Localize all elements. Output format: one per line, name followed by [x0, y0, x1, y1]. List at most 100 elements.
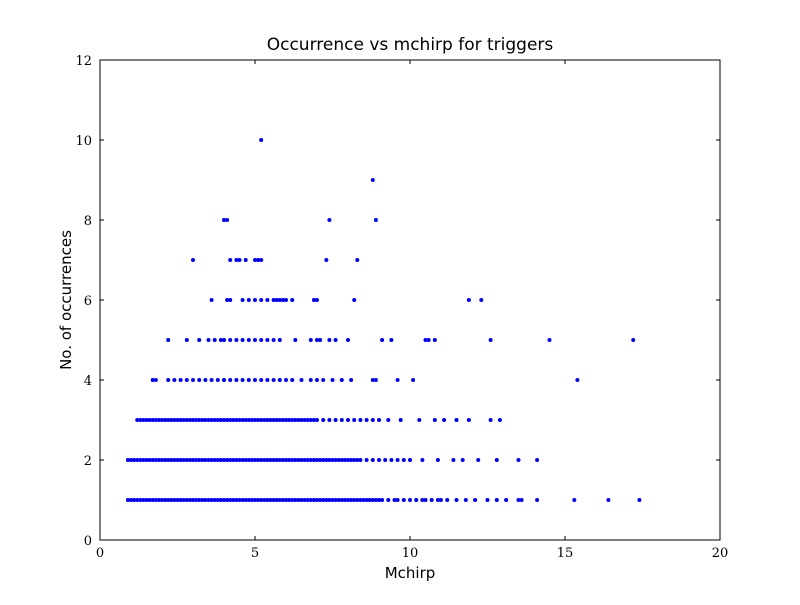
- data-point: [302, 458, 307, 462]
- data-point: [349, 498, 354, 502]
- data-point: [166, 458, 171, 462]
- data-point: [184, 458, 189, 462]
- data-point: [215, 498, 220, 502]
- data-point: [256, 418, 261, 422]
- data-point: [339, 458, 344, 462]
- data-point: [231, 458, 236, 462]
- data-point: [352, 458, 357, 462]
- x-tick-label: 20: [712, 546, 729, 561]
- data-point: [138, 498, 143, 502]
- data-point: [336, 498, 341, 502]
- data-point: [308, 378, 313, 382]
- data-point: [284, 298, 288, 302]
- data-point: [277, 498, 282, 502]
- data-point: [206, 498, 211, 502]
- data-point: [476, 458, 481, 462]
- data-point: [373, 218, 378, 222]
- data-point: [299, 378, 304, 382]
- data-point: [417, 418, 422, 422]
- data-point: [401, 458, 406, 462]
- data-point: [246, 378, 251, 382]
- data-point: [153, 458, 158, 462]
- data-point: [324, 258, 329, 262]
- data-point: [274, 458, 279, 462]
- data-point: [209, 378, 214, 382]
- data-point: [395, 498, 400, 502]
- data-point: [429, 498, 434, 502]
- data-point: [147, 458, 152, 462]
- data-point: [156, 458, 161, 462]
- data-point: [318, 458, 323, 462]
- data-point: [225, 458, 230, 462]
- data-point: [327, 218, 332, 222]
- data-point: [327, 498, 332, 502]
- y-axis-label: No. of occurrences: [57, 230, 75, 370]
- data-point: [178, 418, 183, 422]
- x-tick-label: 10: [402, 546, 419, 561]
- data-point: [197, 338, 202, 342]
- data-point: [364, 418, 369, 422]
- data-point: [333, 498, 338, 502]
- data-point: [408, 458, 412, 462]
- data-point: [135, 458, 140, 462]
- data-point: [389, 458, 394, 462]
- data-point: [355, 498, 360, 502]
- data-point: [473, 498, 478, 502]
- y-tick-label: 8: [84, 214, 92, 229]
- data-point: [265, 498, 270, 502]
- data-point: [321, 418, 326, 422]
- data-point: [364, 458, 369, 462]
- data-point: [234, 338, 239, 342]
- data-point: [256, 258, 261, 262]
- data-point: [411, 378, 416, 382]
- data-point: [299, 418, 304, 422]
- data-point: [228, 458, 233, 462]
- data-point: [259, 378, 264, 382]
- data-point: [315, 458, 319, 462]
- data-point: [150, 418, 155, 422]
- data-point: [222, 418, 226, 422]
- data-point: [141, 458, 146, 462]
- y-tick-label: 4: [84, 374, 92, 389]
- data-point: [308, 338, 313, 342]
- data-point: [460, 458, 465, 462]
- data-point: [222, 338, 226, 342]
- data-point: [184, 418, 189, 422]
- x-axis-label: Mchirp: [385, 564, 436, 582]
- data-point: [488, 338, 493, 342]
- data-point: [187, 458, 192, 462]
- data-point: [339, 498, 344, 502]
- data-point: [296, 458, 301, 462]
- data-point: [451, 458, 456, 462]
- data-point: [234, 258, 239, 262]
- data-point: [547, 338, 552, 342]
- data-point: [243, 498, 248, 502]
- data-point: [138, 418, 143, 422]
- data-point: [125, 498, 130, 502]
- data-point: [321, 378, 326, 382]
- y-tick-label: 12: [75, 54, 92, 69]
- data-point: [246, 458, 251, 462]
- data-point: [178, 458, 183, 462]
- data-point: [302, 498, 307, 502]
- data-point: [153, 378, 158, 382]
- data-point: [271, 418, 276, 422]
- data-point: [284, 418, 288, 422]
- data-point: [160, 418, 164, 422]
- data-point: [253, 418, 257, 422]
- data-point: [346, 418, 350, 422]
- data-point: [256, 498, 261, 502]
- data-point: [271, 298, 276, 302]
- data-points: [125, 138, 642, 502]
- data-point: [156, 418, 161, 422]
- data-point: [147, 418, 152, 422]
- data-point: [311, 498, 316, 502]
- data-point: [380, 338, 385, 342]
- data-point: [364, 498, 369, 502]
- data-point: [218, 418, 223, 422]
- data-point: [377, 458, 381, 462]
- data-point: [377, 418, 381, 422]
- data-point: [330, 458, 335, 462]
- data-point: [308, 498, 313, 502]
